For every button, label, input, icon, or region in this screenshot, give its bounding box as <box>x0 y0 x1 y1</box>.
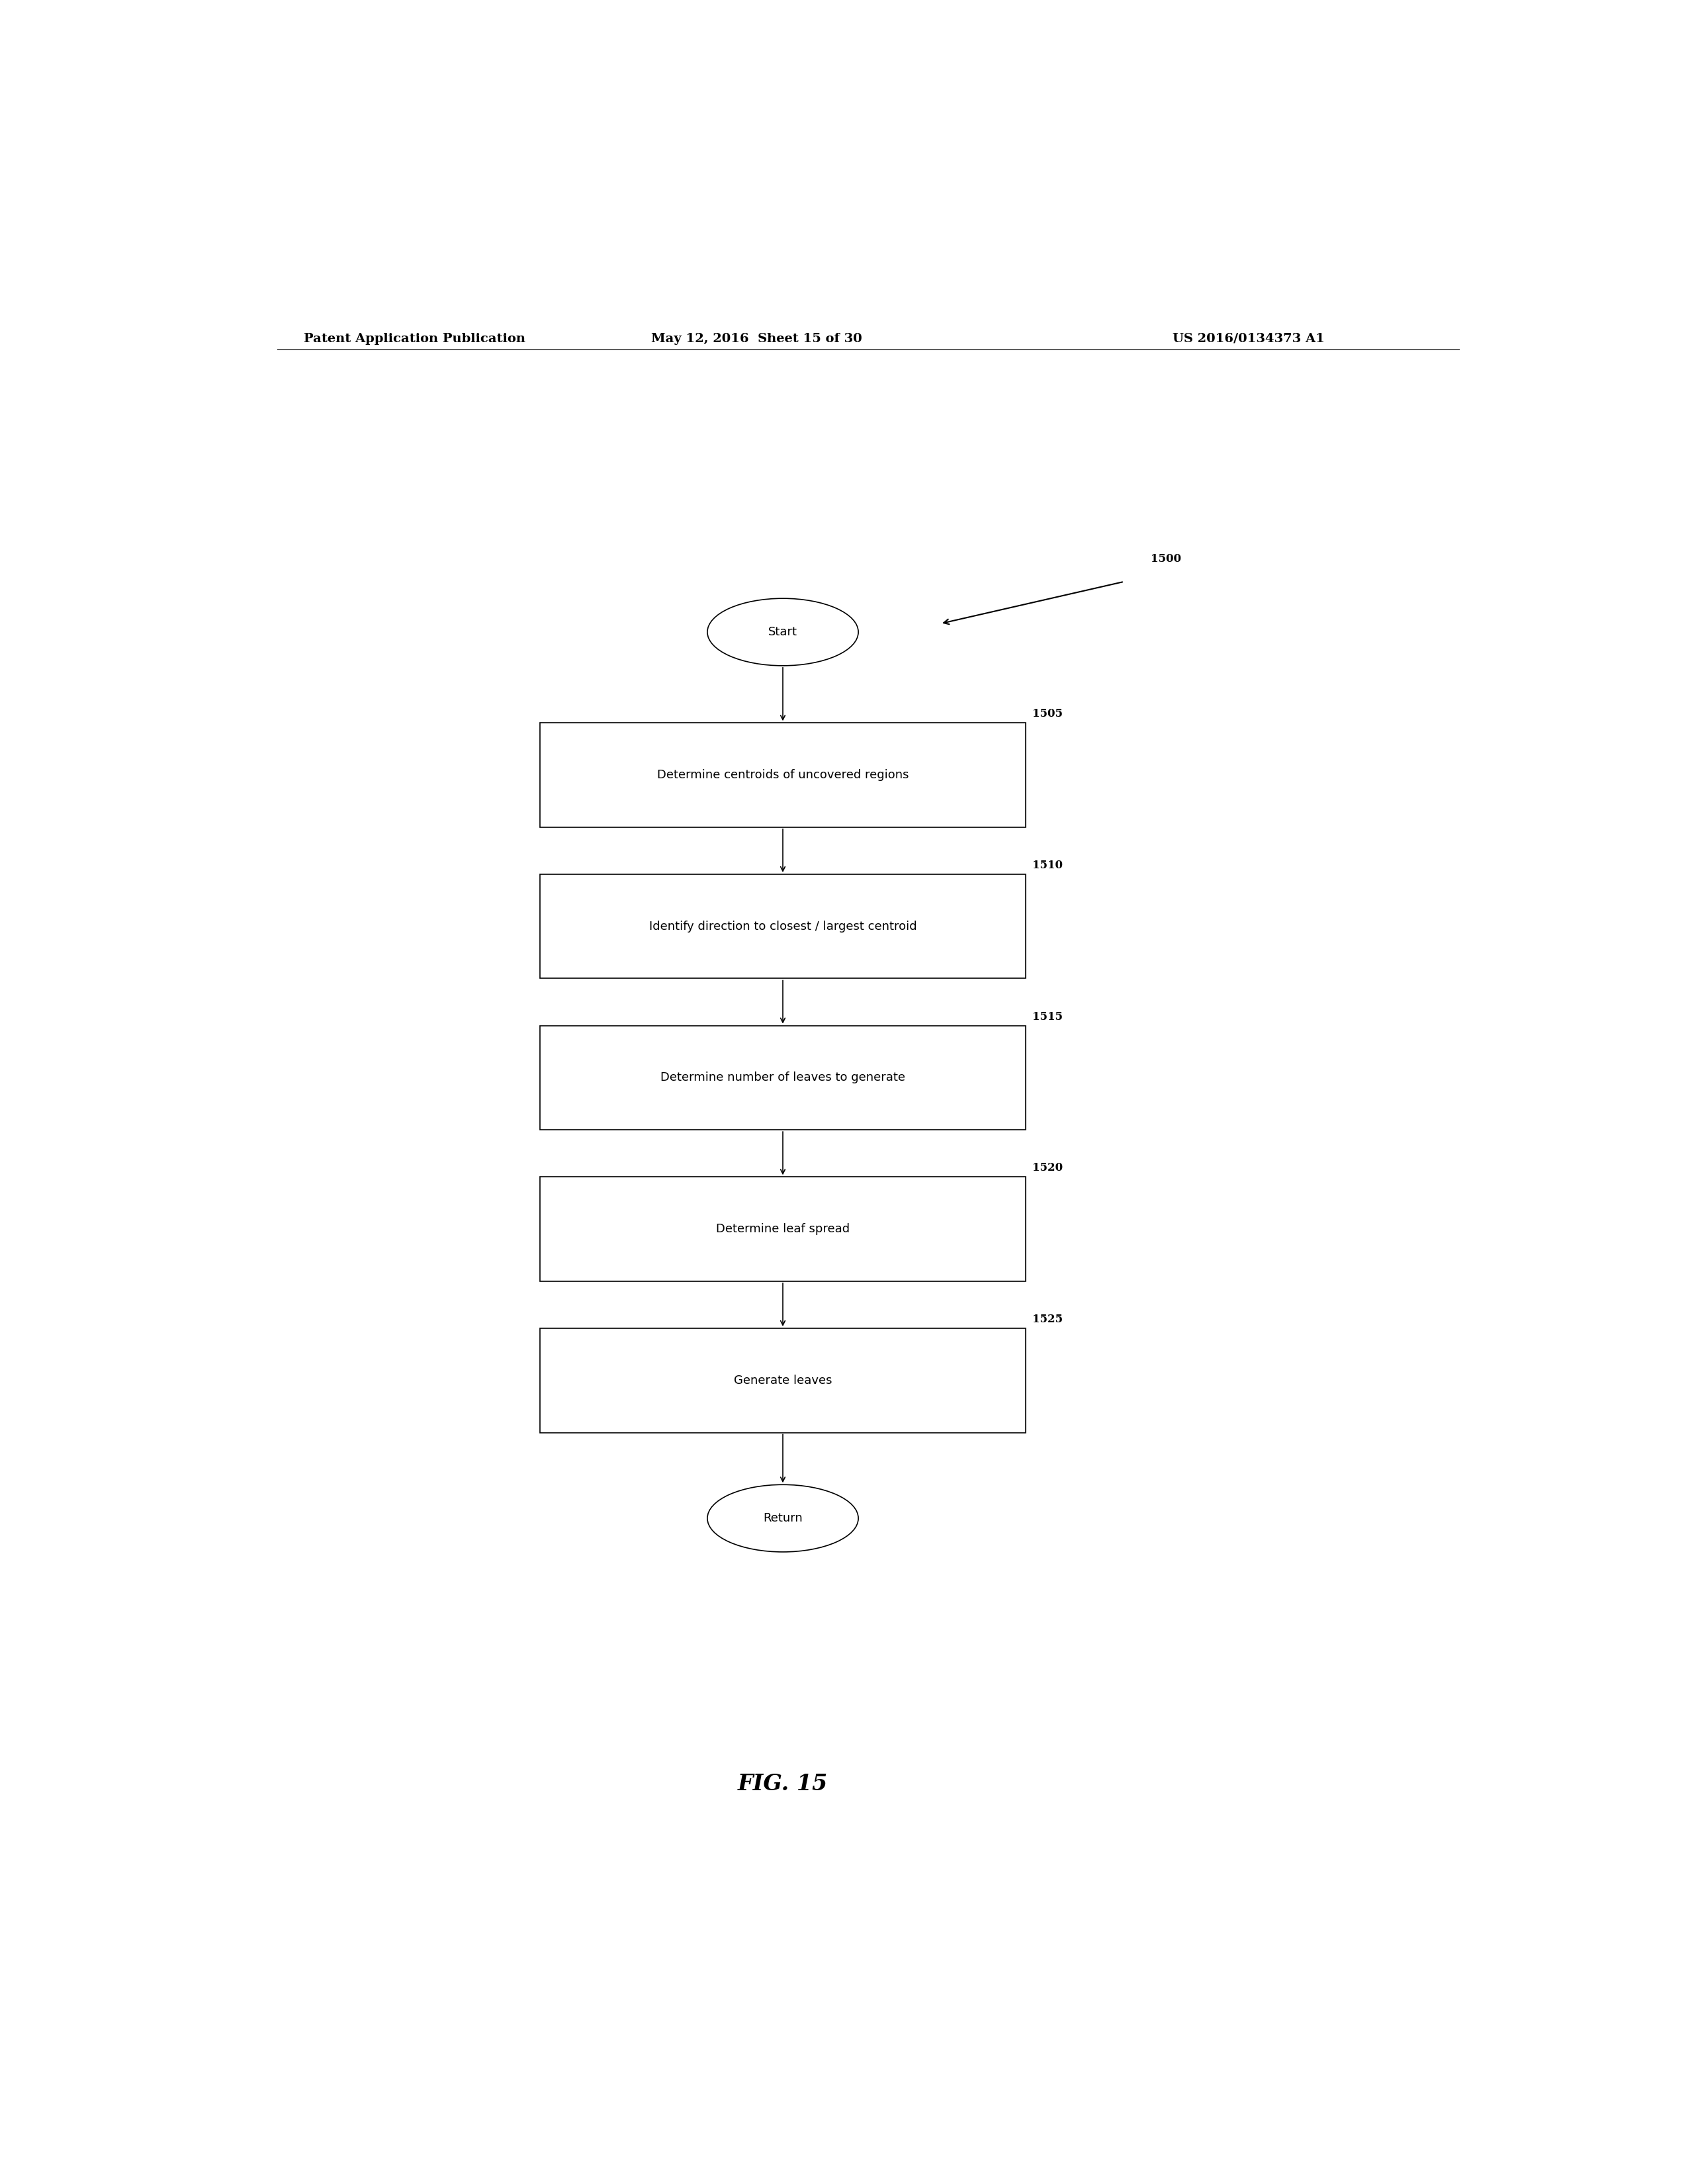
Bar <box>540 1177 1027 1282</box>
Text: Determine centroids of uncovered regions: Determine centroids of uncovered regions <box>657 769 908 782</box>
Text: Generate leaves: Generate leaves <box>734 1374 832 1387</box>
Text: Identify direction to closest / largest centroid: Identify direction to closest / largest … <box>649 919 916 933</box>
Text: 1515: 1515 <box>1032 1011 1062 1022</box>
Bar <box>540 1026 1027 1129</box>
Text: 1500: 1500 <box>1150 553 1181 566</box>
Text: US 2016/0134373 A1: US 2016/0134373 A1 <box>1172 332 1325 345</box>
Bar <box>540 723 1027 828</box>
Text: Start: Start <box>769 627 798 638</box>
Text: 1510: 1510 <box>1032 860 1062 871</box>
Text: FIG. 15: FIG. 15 <box>737 1773 828 1795</box>
Text: 1525: 1525 <box>1032 1313 1062 1326</box>
Text: 1520: 1520 <box>1032 1162 1062 1173</box>
Text: 1505: 1505 <box>1032 708 1062 719</box>
Text: Determine leaf spread: Determine leaf spread <box>717 1223 850 1234</box>
Text: May 12, 2016  Sheet 15 of 30: May 12, 2016 Sheet 15 of 30 <box>650 332 862 345</box>
Bar <box>540 1328 1027 1433</box>
Bar <box>540 874 1027 978</box>
Text: Patent Application Publication: Patent Application Publication <box>303 332 525 345</box>
Text: Determine number of leaves to generate: Determine number of leaves to generate <box>661 1072 905 1083</box>
Text: Return: Return <box>762 1511 803 1524</box>
